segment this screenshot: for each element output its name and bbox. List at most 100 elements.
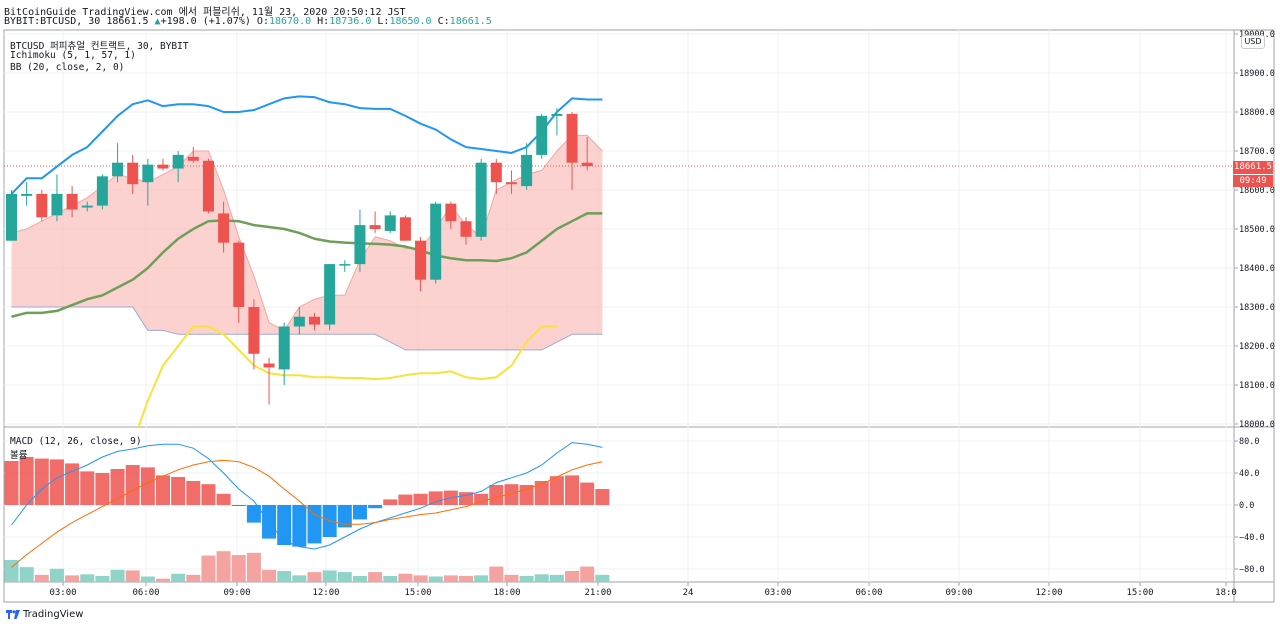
price-tick-label: 18800.0 <box>1239 108 1275 118</box>
candle-body <box>248 307 260 354</box>
macd-histogram-bar <box>216 493 231 505</box>
candle-body <box>445 203 457 222</box>
candle-body <box>112 162 124 177</box>
volume-bar <box>307 572 322 582</box>
volume-bar <box>140 576 155 582</box>
volume-bar <box>413 575 428 582</box>
time-tick-label: 21:00 <box>584 588 611 598</box>
bb-basis-line <box>11 212 603 318</box>
candle-body <box>460 221 472 237</box>
candle-body <box>293 316 305 327</box>
high-label: H: <box>317 16 330 27</box>
price-tick-label: 18200.0 <box>1239 342 1275 352</box>
candle-body <box>96 176 108 206</box>
price-tick-label: 18300.0 <box>1239 303 1275 313</box>
macd-histogram-bar <box>19 457 34 505</box>
macd-histogram-bar <box>534 481 549 505</box>
candle-body <box>536 115 548 155</box>
candle-body <box>309 316 320 325</box>
candle-body <box>581 162 593 167</box>
open-value: 18670.0 <box>268 16 312 27</box>
candle-body <box>6 193 17 241</box>
candle-body <box>187 156 199 161</box>
volume-bar <box>474 575 489 582</box>
cloud-span-a <box>11 134 603 332</box>
candle-body <box>339 264 351 266</box>
volume-bar <box>231 555 246 582</box>
volume-bar <box>95 575 110 582</box>
open-label: O: <box>256 16 269 27</box>
price-tick-label: 18700.0 <box>1239 147 1275 157</box>
macd-histogram-bar <box>140 467 155 505</box>
volume-bar <box>65 575 80 582</box>
price-tick-label: 18900.0 <box>1239 69 1275 79</box>
volume-bar <box>171 573 186 582</box>
currency-badge[interactable]: USD <box>1241 35 1265 49</box>
candle-body <box>157 164 169 169</box>
ichimoku-cloud <box>11 135 603 350</box>
volume-bar <box>49 568 64 582</box>
brand-logo[interactable]: TradingView <box>6 609 83 620</box>
legend-volume: 볼륨 <box>10 450 28 461</box>
macd-pane <box>4 442 610 582</box>
macd-tick-label: 80.0 <box>1239 437 1259 447</box>
volume-bar <box>580 566 595 582</box>
macd-histogram-bar <box>307 505 322 544</box>
volume-bar <box>504 574 519 582</box>
candle-body <box>369 225 381 229</box>
time-tick-label: 03:00 <box>49 588 76 598</box>
candle-body <box>475 162 487 237</box>
volume-bar <box>534 574 549 582</box>
candle-body <box>566 113 578 163</box>
time-tick-label: 12:00 <box>1035 588 1062 598</box>
candle-body <box>384 215 396 231</box>
volume-bar <box>368 572 383 582</box>
macd-histogram-bar <box>49 459 64 505</box>
price-tick-label: 18000.0 <box>1239 420 1275 430</box>
macd-tick-label: 40.0 <box>1239 469 1259 479</box>
macd-histogram-bar <box>428 491 443 505</box>
price-change: +198.0 (+1.07%) <box>160 16 251 27</box>
candle-body <box>142 164 154 183</box>
high-value: 18736.0 <box>329 16 372 27</box>
macd-histogram-bar <box>231 505 246 506</box>
volume-bar <box>519 575 534 582</box>
price-pane <box>4 95 1234 427</box>
candle-body <box>399 217 411 241</box>
macd-histogram-bar <box>489 485 504 505</box>
volume-bar <box>565 571 580 582</box>
price-tick-label: 18500.0 <box>1239 225 1275 235</box>
time-tick-label: 09:00 <box>945 588 972 598</box>
time-tick-label: 03:00 <box>764 588 791 598</box>
candle-body <box>505 182 517 185</box>
volume-bar <box>4 560 19 582</box>
candle-body <box>324 264 336 325</box>
macd-tick-label: −40.0 <box>1239 533 1265 543</box>
volume-bar <box>216 551 231 582</box>
time-tick-label: 12:00 <box>312 588 339 598</box>
time-tick-label: 18:0 <box>1215 588 1237 598</box>
volume-bar <box>443 575 458 582</box>
price-tick-label: 18100.0 <box>1239 381 1275 391</box>
candle-body <box>51 193 63 216</box>
macd-tick-label: −80.0 <box>1239 565 1265 575</box>
time-tick-label: 24 <box>683 588 694 598</box>
volume-bar <box>428 576 443 582</box>
candle-body <box>202 160 214 212</box>
macd-histogram-bar <box>474 493 489 505</box>
candle-body <box>490 162 502 183</box>
symbol-label: BYBIT:BTCUSD, 30 <box>4 16 101 27</box>
volume-bar <box>34 574 49 582</box>
publish-header: BitCoinGuide TradingView.com 에서 퍼블리쉬, 11… <box>4 7 406 18</box>
macd-histogram-bar <box>413 493 428 505</box>
macd-histogram-bar <box>156 475 170 505</box>
volume-bar <box>277 571 292 582</box>
brand-name: TradingView <box>23 609 84 620</box>
macd-histogram-bar <box>65 463 80 505</box>
time-tick-label: 15:00 <box>404 588 431 598</box>
macd-histogram-bar <box>549 476 564 505</box>
volume-bar <box>292 575 307 582</box>
volume-bar <box>80 574 95 582</box>
macd-histogram-bar <box>595 489 610 505</box>
